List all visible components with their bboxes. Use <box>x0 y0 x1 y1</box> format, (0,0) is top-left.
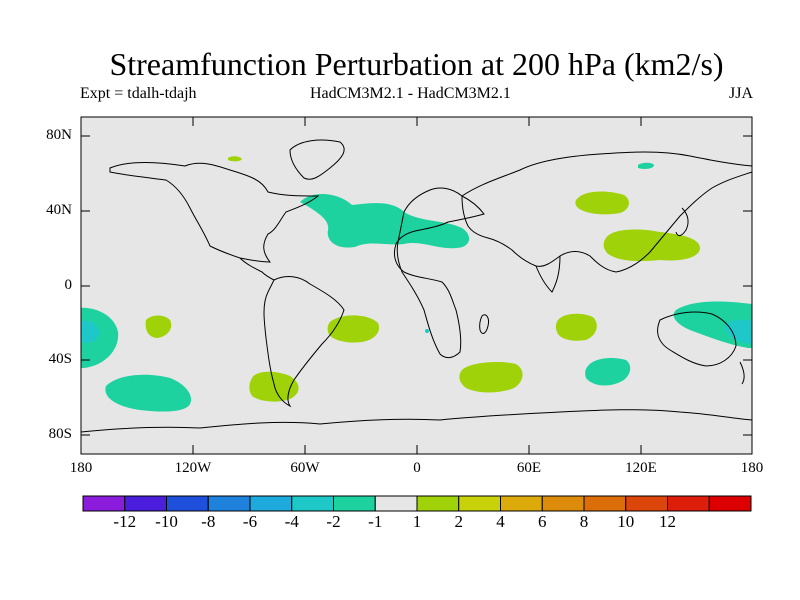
colorbar-label: 1 <box>412 512 422 531</box>
coastline-australia <box>657 311 737 367</box>
anomaly-south-america-positive <box>249 371 299 402</box>
coastline-greenland <box>289 139 345 180</box>
colorbar-swatch <box>500 495 543 512</box>
colorbar-swatch <box>291 495 334 512</box>
anomaly-east-asia-positive <box>603 229 700 262</box>
lat-label-0: 0 <box>64 277 73 293</box>
lon-label-180-east: 180 <box>740 460 764 476</box>
lat-label-80s: 80S <box>48 426 72 442</box>
colorbar-swatch <box>166 495 209 512</box>
coastline-south-america <box>263 276 345 408</box>
colorbar-label: -2 <box>326 512 341 531</box>
coastline-europe-africa <box>393 187 485 359</box>
colorbar-swatch <box>625 495 668 512</box>
lon-ticks <box>192 117 642 454</box>
colorbar-swatch <box>124 495 167 512</box>
anomaly-canada-positive <box>228 156 242 162</box>
colorbar-swatch <box>667 495 710 512</box>
colorbar-label: -10 <box>155 512 178 531</box>
anomaly-indian-ocean-positive <box>555 313 597 341</box>
lon-label-180-west: 180 <box>69 460 93 476</box>
colorbar-swatch <box>458 495 501 512</box>
map-background <box>81 117 752 454</box>
colorbar-label: -6 <box>242 512 258 531</box>
anomaly-south-indian-positive <box>459 362 523 393</box>
anomaly-layer <box>81 156 752 412</box>
colorbar-label: -4 <box>284 512 299 531</box>
colorbar-label: -12 <box>113 512 137 531</box>
coastline-asia <box>461 151 752 273</box>
colorbar-label: -1 <box>368 512 383 531</box>
anomaly-atlantic-negative <box>300 194 470 249</box>
lat-label-80n: 80N <box>46 127 72 143</box>
anomaly-sw-pacific-negative <box>585 358 631 386</box>
colorbar-label: 12 <box>659 512 676 531</box>
anomaly-strong-negative-west <box>81 321 100 343</box>
lon-label-120w: 120W <box>174 460 212 476</box>
lon-label-60w: 60W <box>290 460 320 476</box>
colorbar-swatch <box>207 495 251 512</box>
model-label: HadCM3M2.1 - HadCM3M2.1 <box>310 85 511 102</box>
anomaly-strong-negative-east <box>725 319 752 344</box>
map-title: Streamfunction Perturbation at 200 hPa (… <box>109 46 724 82</box>
coastlines <box>81 139 752 433</box>
colorbar <box>82 495 752 512</box>
colorbar-label: 6 <box>538 512 547 531</box>
lon-label-120e: 120E <box>625 460 657 476</box>
lat-label-40s: 40S <box>48 351 72 367</box>
colorbar-swatch <box>82 495 126 512</box>
anomaly-pacific-positive <box>145 315 172 338</box>
coastline-new-zealand <box>739 361 745 385</box>
colorbar-swatch <box>583 495 627 512</box>
experiment-label: Expt = tdalh-tdajh <box>80 85 197 102</box>
colorbar-swatch <box>708 495 752 512</box>
lat-label-40n: 40N <box>46 202 72 218</box>
anomaly-siberia-positive <box>638 162 654 169</box>
colorbar-label: 10 <box>617 512 635 531</box>
colorbar-swatch <box>333 495 376 512</box>
lon-label-0: 0 <box>413 460 421 476</box>
colorbar-swatch <box>374 495 418 512</box>
coastline-north-america <box>109 162 320 263</box>
colorbar-label: -8 <box>201 512 216 531</box>
anomaly-south-pacific-negative <box>105 374 192 412</box>
anomaly-small-spot <box>425 329 429 333</box>
colorbar-swatch <box>249 495 293 512</box>
colorbar-label: 2 <box>454 512 464 531</box>
coastline-india <box>535 255 561 293</box>
colorbar-label: 4 <box>496 512 505 531</box>
anomaly-south-atlantic-positive <box>327 315 380 343</box>
anomaly-central-asia-positive <box>575 191 629 215</box>
colorbar-label: 8 <box>579 512 589 531</box>
colorbar-swatch <box>541 495 585 512</box>
lat-ticks <box>81 135 752 436</box>
colorbar-swatch <box>416 495 460 512</box>
season-label: JJA <box>729 85 754 102</box>
coastline-central-america <box>239 257 275 281</box>
coastline-antarctica <box>81 409 752 433</box>
coastline-madagascar <box>479 314 489 334</box>
coastline-japan <box>675 207 689 237</box>
lon-label-60e: 60E <box>516 460 542 476</box>
